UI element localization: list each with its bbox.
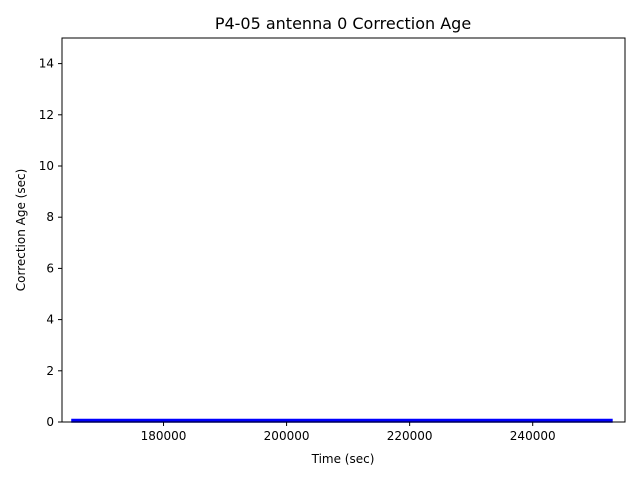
- y-tick-label: 10: [39, 159, 54, 173]
- x-tick-label: 200000: [264, 429, 310, 443]
- x-tick-label: 240000: [510, 429, 556, 443]
- y-axis-label: Correction Age (sec): [14, 169, 28, 292]
- y-tick-label: 4: [46, 313, 54, 327]
- chart-title: P4-05 antenna 0 Correction Age: [215, 14, 471, 33]
- y-tick-label: 0: [46, 415, 54, 429]
- y-tick-label: 6: [46, 261, 54, 275]
- y-axis: 0 2 4 6 8 10 12 14: [39, 57, 62, 429]
- plot-area: [61, 37, 626, 423]
- x-axis: 180000 200000 220000 240000: [141, 422, 556, 443]
- x-axis-label: Time (sec): [311, 452, 375, 466]
- y-tick-label: 2: [46, 364, 54, 378]
- y-tick-label: 14: [39, 57, 54, 71]
- y-tick-label: 8: [46, 210, 54, 224]
- axes-frame: [61, 37, 626, 423]
- x-tick-label: 180000: [141, 429, 187, 443]
- x-tick-label: 220000: [387, 429, 433, 443]
- y-tick-label: 12: [39, 108, 54, 122]
